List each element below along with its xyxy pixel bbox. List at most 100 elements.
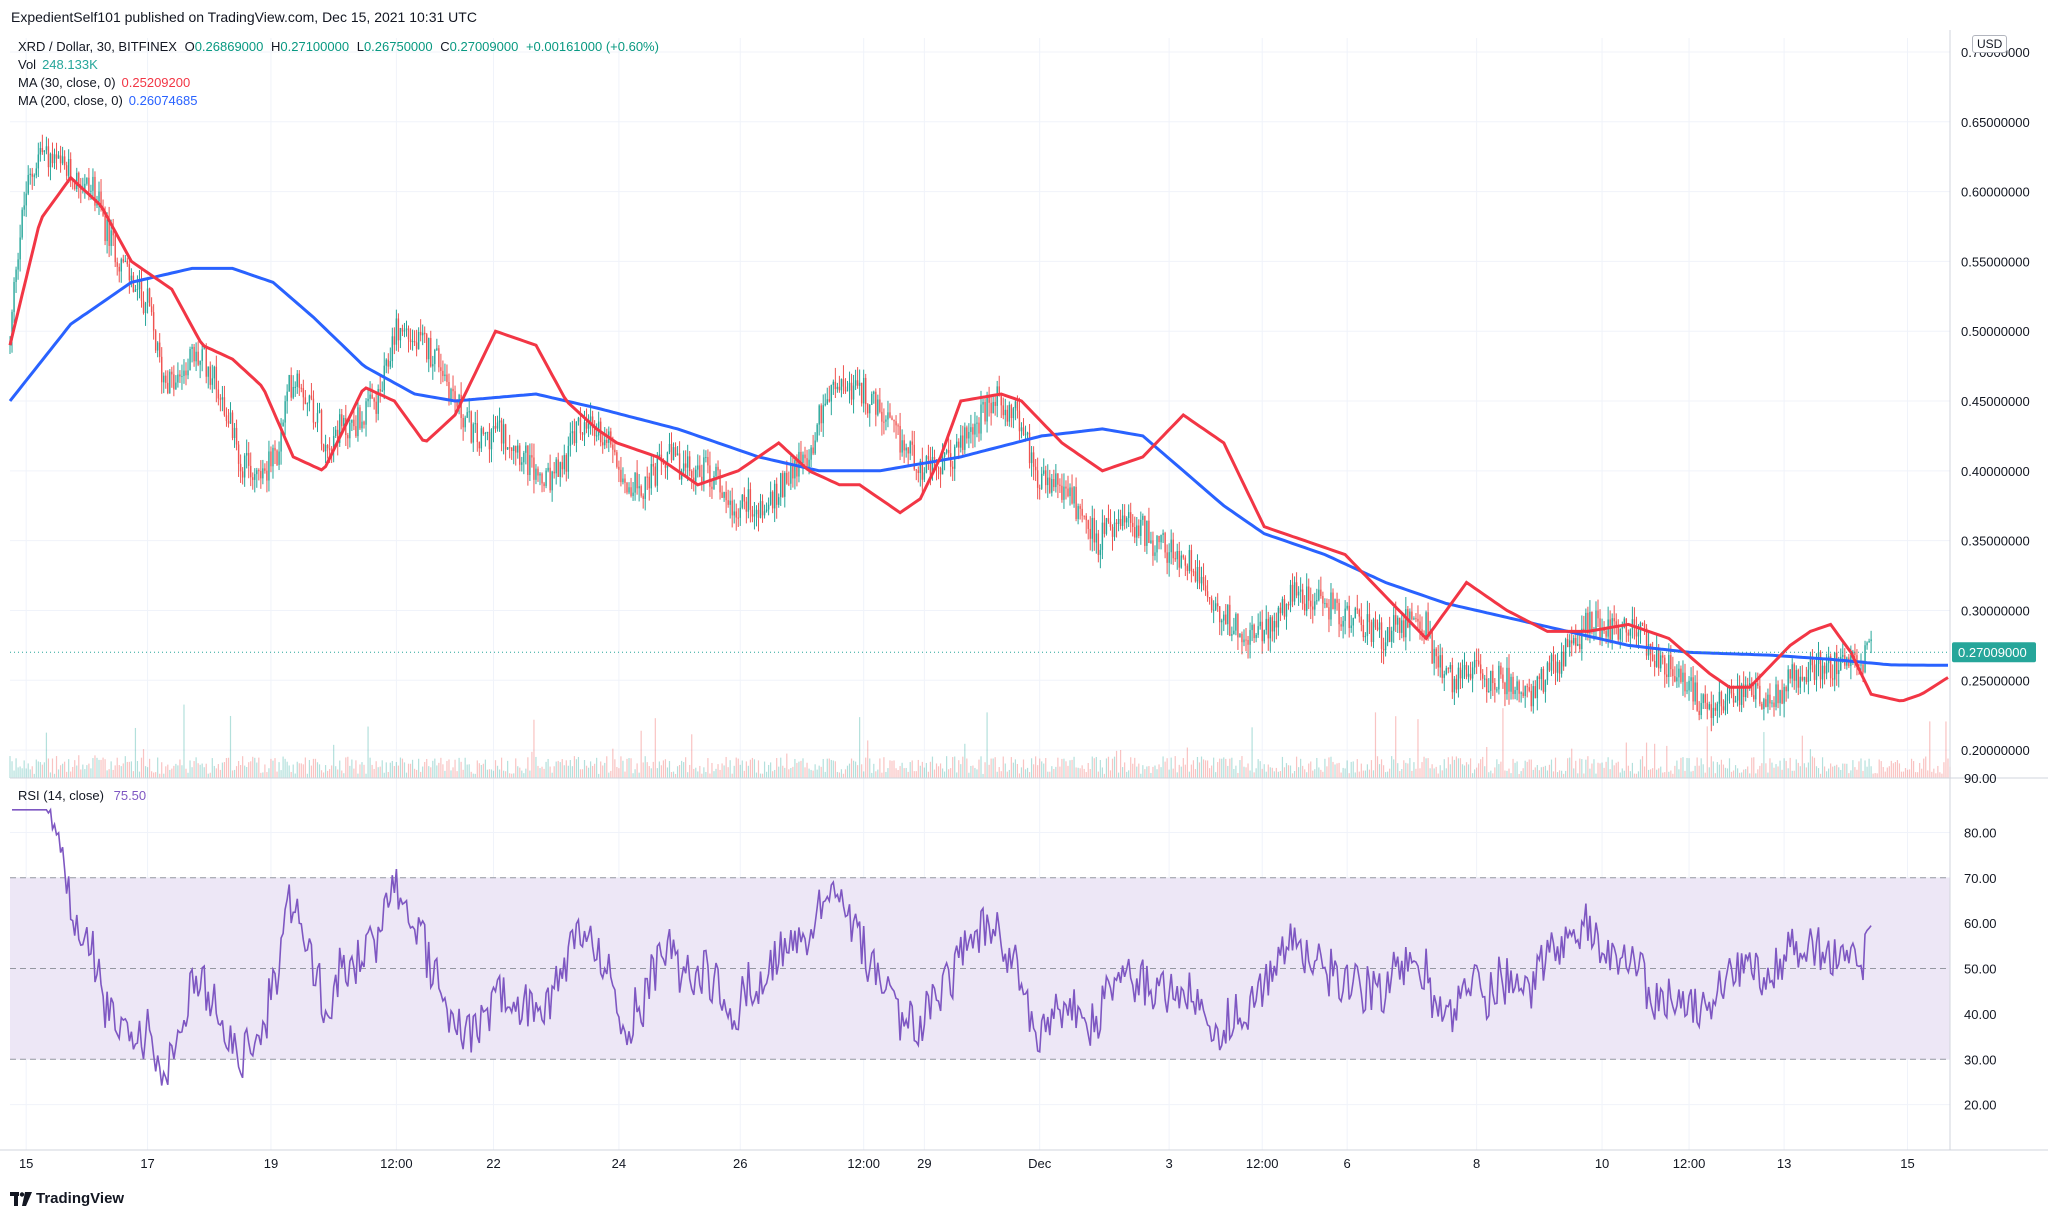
candle-body (527, 445, 529, 475)
volume-bar (296, 761, 298, 778)
candle-body (1781, 690, 1783, 704)
candle-body (871, 393, 873, 405)
volume-bar (1660, 766, 1662, 778)
volume-bar (347, 756, 349, 778)
ma200-legend[interactable]: MA (200, close, 0) 0.26074685 (18, 93, 197, 108)
candle-body (583, 422, 586, 435)
volume-bar (252, 756, 254, 778)
candle-body (1186, 565, 1189, 571)
rsi-legend[interactable]: RSI (14, close) 75.50 (18, 788, 146, 803)
candle-body (130, 275, 133, 281)
candle-body (1831, 678, 1834, 680)
candle-body (436, 348, 438, 350)
volume-bar (1334, 764, 1336, 778)
candle-body (731, 500, 733, 516)
volume-bar (563, 765, 565, 778)
volume-bar (1540, 767, 1542, 778)
volume-bar (569, 760, 571, 778)
price-tick-label: 0.55000000 (1961, 254, 2030, 269)
candle-body (438, 348, 440, 368)
volume-bar (1811, 756, 1814, 778)
volume-bar (108, 769, 110, 778)
candle-body (1688, 680, 1690, 691)
volume-bar (478, 763, 480, 778)
volume-legend[interactable]: Vol 248.133K (18, 57, 98, 72)
volume-bar (498, 769, 501, 778)
volume-bar (1908, 769, 1911, 778)
symbol-title[interactable]: XRD / Dollar, 30, BITFINEX (18, 39, 177, 54)
high-value: 0.27100000 (280, 39, 350, 54)
price-axis[interactable]: 0.700000000.650000000.600000000.55000000… (1961, 45, 2030, 758)
volume-bar (857, 765, 859, 778)
currency-badge[interactable]: USD (1972, 35, 2008, 53)
volume-bar (1854, 767, 1856, 778)
candle-body (59, 155, 62, 164)
candle-body (1554, 661, 1557, 673)
volume-bar (151, 771, 153, 778)
volume-bar (1807, 762, 1809, 778)
candle-body (332, 435, 335, 451)
candle-body (1178, 551, 1180, 568)
volume-bar (1793, 770, 1795, 778)
volume-bar (1929, 721, 1931, 778)
candle-body (1065, 486, 1067, 489)
volume-bar (792, 766, 794, 778)
volume-bar (1538, 770, 1540, 778)
volume-bar (1819, 773, 1822, 778)
volume-bar (1360, 763, 1362, 778)
volume-bar (1708, 767, 1710, 778)
candle-body (1514, 690, 1516, 695)
volume-bar (978, 759, 980, 778)
volume-bar (476, 760, 478, 778)
volume-bar (583, 760, 586, 778)
candle-body (1115, 522, 1118, 525)
volume-bar (899, 766, 901, 778)
volume-bar (1779, 760, 1781, 778)
volume-bar (1645, 742, 1648, 778)
candle-body (984, 402, 986, 422)
candle-body (1192, 571, 1195, 573)
candle-body (148, 288, 151, 307)
volume-bar (1097, 771, 1099, 778)
volume-bar (183, 704, 185, 778)
volume-bar (1773, 767, 1775, 778)
volume-bar (919, 765, 921, 778)
volume-bar (1037, 765, 1039, 778)
candle-body (1216, 603, 1219, 607)
volume-bar (507, 760, 509, 778)
volume-bar (966, 758, 968, 778)
volume-bar (286, 761, 288, 778)
candle-body (146, 288, 149, 303)
volume-bar (53, 773, 56, 778)
tradingview-logo[interactable]: TradingView (10, 1190, 124, 1207)
candle-body (1441, 655, 1443, 678)
volume-bar (705, 772, 707, 778)
candle-body (1720, 691, 1723, 707)
candle-body (836, 386, 839, 390)
volume-bar (1403, 760, 1405, 778)
volume-bar (1900, 771, 1903, 778)
volume-bar (1864, 760, 1866, 778)
volume-bar (144, 766, 147, 778)
volume-bar (735, 757, 737, 778)
ma30-legend[interactable]: MA (30, close, 0) 0.25209200 (18, 75, 190, 90)
volume-bar (1263, 764, 1265, 778)
candle-body (1672, 669, 1674, 677)
volume-bar (1020, 767, 1023, 778)
volume-bar (1022, 759, 1025, 778)
candle-body (1314, 601, 1316, 610)
time-axis[interactable]: 15 17 19 12:00 22 24 26 12:00 29 Dec 3 12:00 6 8 10 12:… (19, 1156, 1915, 1171)
volume-bar (737, 758, 739, 778)
candle-body (1336, 599, 1338, 603)
candle-body (1223, 614, 1225, 621)
volume-bar (628, 758, 630, 778)
volume-bar (624, 771, 626, 778)
volume-bar (774, 769, 776, 778)
price-tick-label: 0.60000000 (1961, 185, 2030, 200)
candle-body (856, 380, 859, 386)
candle-body (875, 391, 877, 415)
candle-body (256, 470, 258, 475)
volume-bar (1860, 758, 1862, 778)
